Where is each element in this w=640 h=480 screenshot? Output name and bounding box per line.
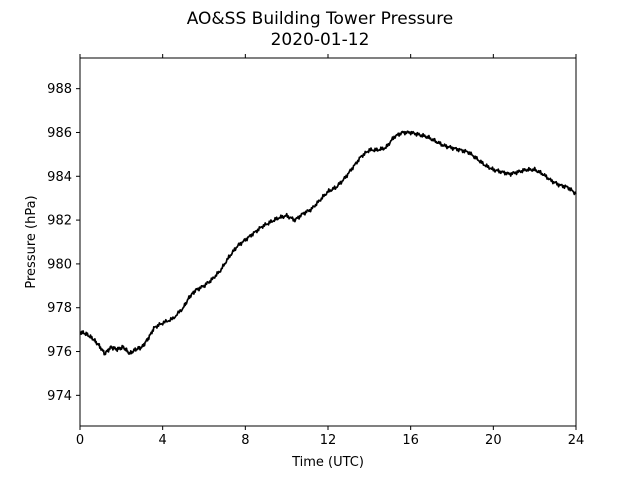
x-tick-label: 8 (241, 433, 249, 448)
x-tick-label: 0 (76, 433, 84, 448)
y-tick-label: 982 (47, 214, 72, 229)
pressure-series-line (79, 130, 577, 356)
x-tick-label: 4 (159, 433, 167, 448)
y-tick-label: 980 (47, 257, 72, 272)
x-tick-label: 16 (402, 433, 419, 448)
y-axis-ticks: 974 976 978 980 982 984 986 988 (47, 82, 80, 404)
y-tick-label: 988 (47, 82, 72, 97)
y-tick-label: 984 (47, 170, 72, 185)
chart-subtitle: 2020-01-12 (271, 30, 370, 50)
x-tick-label: 12 (320, 433, 337, 448)
y-tick-label: 976 (47, 345, 72, 360)
x-axis-label: Time (UTC) (291, 455, 364, 470)
y-tick-label: 986 (47, 126, 72, 141)
x-axis-ticks: 0 4 8 12 16 20 24 (76, 54, 584, 448)
plot-area-frame (79, 57, 577, 427)
series-layer (79, 130, 577, 356)
y-axis-label: Pressure (hPa) (24, 195, 39, 288)
x-tick-label: 20 (485, 433, 502, 448)
chart-title: AO&SS Building Tower Pressure (187, 9, 454, 29)
y-tick-label: 974 (47, 389, 72, 404)
y-tick-label: 978 (47, 301, 72, 316)
x-tick-label: 24 (568, 433, 585, 448)
